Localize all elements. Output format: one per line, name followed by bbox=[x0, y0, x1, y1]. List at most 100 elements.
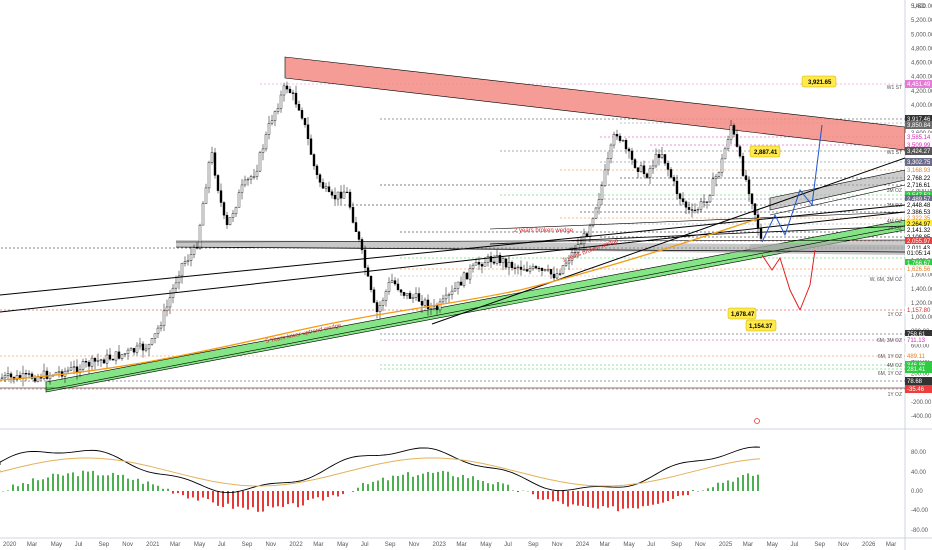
target-paths bbox=[761, 124, 823, 311]
histogram-bar bbox=[57, 474, 59, 491]
candle-body bbox=[441, 298, 445, 303]
histogram-bar bbox=[227, 491, 229, 504]
histogram-bar bbox=[77, 476, 79, 491]
candle-body bbox=[66, 369, 70, 372]
candle-body bbox=[303, 118, 307, 125]
candle-body bbox=[609, 144, 613, 159]
candle-body bbox=[582, 233, 586, 244]
candle-body bbox=[249, 176, 253, 180]
candle-body bbox=[216, 175, 220, 191]
histogram-bar bbox=[247, 491, 249, 510]
histogram-bar bbox=[502, 483, 504, 491]
histogram-bar bbox=[327, 491, 329, 497]
candle-body bbox=[702, 201, 706, 203]
histogram-bar bbox=[507, 484, 509, 491]
candle-body bbox=[102, 359, 106, 364]
histogram-bar bbox=[287, 491, 289, 505]
candle-body bbox=[192, 247, 196, 255]
candle-body bbox=[87, 361, 91, 367]
candle-body bbox=[693, 209, 697, 211]
candle-body bbox=[105, 354, 109, 364]
time-tick-label: Mar bbox=[886, 542, 896, 548]
candle-body bbox=[276, 108, 280, 112]
candle-body bbox=[555, 273, 559, 279]
candle-body bbox=[390, 280, 394, 283]
candle-body bbox=[756, 214, 760, 229]
osc-tick-label: -80.00 bbox=[911, 528, 929, 534]
level-tag: W, 6M, 3M OZ bbox=[870, 277, 902, 283]
histogram-bar bbox=[462, 474, 464, 491]
candle-body bbox=[294, 92, 298, 105]
candle-body bbox=[708, 195, 712, 203]
candle-body bbox=[198, 224, 202, 249]
level-tag: 1Y OZ bbox=[888, 312, 902, 318]
histogram-bar bbox=[647, 491, 649, 506]
candle-body bbox=[207, 162, 211, 189]
trend-line bbox=[0, 211, 906, 313]
candle-body bbox=[246, 178, 250, 181]
candle-body bbox=[699, 201, 703, 210]
candle-body bbox=[486, 256, 490, 263]
candle-body bbox=[510, 262, 514, 269]
level-tag: 2M OZ bbox=[887, 203, 902, 209]
level-tag: 1Y OZ bbox=[888, 392, 902, 398]
price-label: 3,917.46 bbox=[907, 117, 931, 123]
candle-body bbox=[81, 361, 85, 370]
candle-body bbox=[444, 294, 448, 300]
histogram-bar bbox=[562, 491, 564, 504]
candle-body bbox=[132, 348, 136, 353]
candle-body bbox=[450, 290, 454, 295]
candle-body bbox=[564, 262, 568, 266]
histogram-bar bbox=[162, 488, 164, 491]
candle-body bbox=[42, 370, 46, 379]
candle-body bbox=[375, 302, 379, 312]
histogram-bar bbox=[82, 470, 84, 491]
time-tick-label: Mar bbox=[456, 542, 466, 548]
time-tick-label: Nov bbox=[695, 542, 706, 548]
time-tick-label: Jul bbox=[647, 542, 655, 548]
histogram-bar bbox=[212, 491, 214, 503]
histogram-bar bbox=[232, 491, 234, 509]
histogram-bar bbox=[87, 471, 89, 491]
time-axis[interactable]: 2020 Mar May Jul Sep Nov 2021 Mar May Jul Sep Nov 20… bbox=[3, 542, 896, 548]
candle-body bbox=[141, 343, 145, 351]
price-tick-label: 4,200.00 bbox=[911, 89, 932, 95]
histogram-bar bbox=[417, 475, 419, 491]
alert-icon[interactable] bbox=[754, 418, 760, 424]
candle-body bbox=[381, 300, 385, 306]
price-tick-label: 5,200.00 bbox=[911, 18, 932, 24]
price-label: 2,141.32 bbox=[907, 228, 931, 234]
candle-body bbox=[6, 373, 10, 376]
histogram-bar bbox=[292, 491, 294, 504]
time-tick-label: 2020 bbox=[3, 542, 17, 548]
histogram-bar bbox=[117, 474, 119, 491]
histogram-bar bbox=[532, 491, 534, 495]
price-label-bg bbox=[905, 265, 932, 273]
candle-body bbox=[93, 357, 97, 362]
histogram-bar bbox=[47, 477, 49, 491]
histogram-bar bbox=[492, 484, 494, 491]
histogram-bar bbox=[197, 491, 199, 501]
candle-body bbox=[540, 267, 544, 271]
candle-body bbox=[690, 209, 694, 211]
candle-body bbox=[72, 366, 76, 368]
time-tick-label: May bbox=[623, 542, 634, 548]
histogram-bar bbox=[652, 491, 654, 505]
candle-body bbox=[234, 207, 238, 214]
candle-body bbox=[507, 262, 511, 268]
support-channel-band bbox=[176, 240, 905, 255]
histogram-bar bbox=[337, 491, 339, 497]
candle-body bbox=[678, 193, 682, 199]
histogram-bar bbox=[112, 472, 114, 491]
histogram-bar bbox=[692, 489, 694, 491]
candle-body bbox=[483, 262, 487, 267]
candle-body bbox=[108, 354, 112, 360]
histogram-bar bbox=[722, 482, 724, 491]
candle-body bbox=[456, 281, 460, 289]
level-tag: 6M, 1Y OZ bbox=[878, 354, 902, 360]
trend-line bbox=[175, 239, 906, 243]
price-label: 1,766.67 bbox=[907, 261, 931, 267]
histogram-bar bbox=[477, 480, 479, 491]
price-label-bg bbox=[905, 201, 932, 209]
